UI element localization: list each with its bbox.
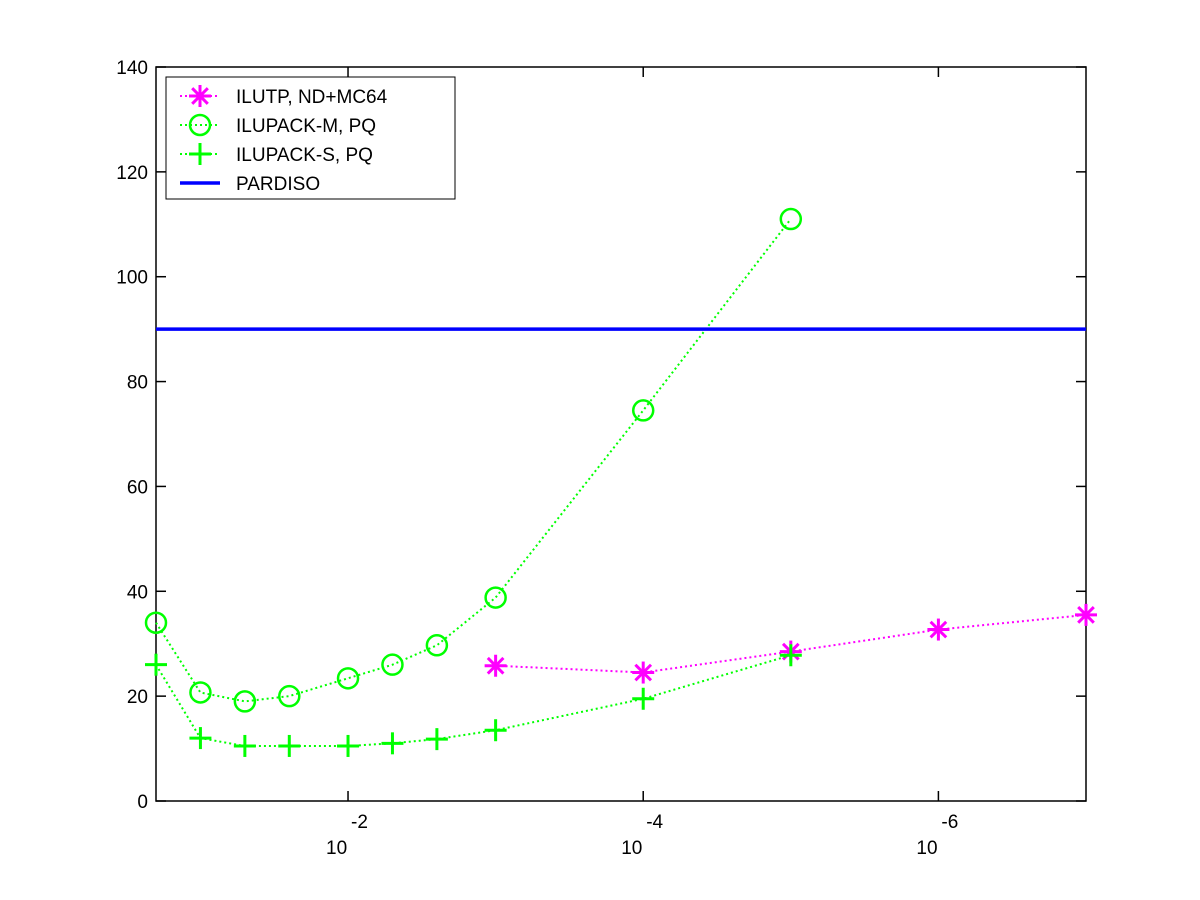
- data-point: [336, 667, 360, 690]
- data-point: [144, 611, 168, 634]
- data-point: [631, 399, 655, 422]
- legend-label: PARDISO: [236, 174, 320, 195]
- data-point: [278, 684, 301, 708]
- x-tick-exponent: -2: [351, 812, 368, 833]
- data-point: [779, 644, 802, 667]
- marker-stroke: [634, 663, 653, 682]
- y-tick-label: 40: [127, 582, 148, 603]
- legend-marker: [188, 113, 212, 137]
- legend-entry: ILUPACK-S, PQ: [180, 143, 373, 166]
- data-point: [233, 734, 256, 757]
- series-line: [155, 218, 792, 703]
- y-tick-label: 140: [116, 58, 148, 79]
- data-point: [278, 734, 301, 757]
- data-point: [779, 207, 803, 231]
- data-point: [927, 618, 950, 641]
- y-tick-label: 60: [127, 477, 148, 498]
- data-point: [484, 586, 507, 609]
- data-point: [484, 719, 507, 742]
- legend-label: ILUTP, ND+MC64: [236, 87, 388, 108]
- data-point: [233, 690, 257, 713]
- legend: ILUTP, ND+MC64 ILUPACK-M, PQ ILUPACK-S, PQ…: [165, 76, 456, 200]
- y-tick-label: 120: [116, 163, 148, 184]
- y-tick-label: 20: [127, 687, 148, 708]
- data-point: [1075, 603, 1097, 626]
- legend-label: ILUPACK-S, PQ: [236, 145, 373, 166]
- y-tick-label: 0: [137, 792, 148, 813]
- data-point: [381, 732, 404, 755]
- marker-stroke: [929, 620, 948, 639]
- marker-stroke: [191, 87, 209, 105]
- data-point: [632, 661, 655, 684]
- legend-label: ILUPACK-M, PQ: [236, 116, 376, 137]
- legend-marker: [189, 85, 211, 107]
- y-tick-label: 80: [127, 373, 148, 394]
- legend-box: [165, 76, 456, 200]
- series-layer: [144, 207, 1097, 757]
- legend-entry: ILUPACK-M, PQ: [180, 113, 376, 137]
- marker-stroke: [486, 656, 505, 675]
- legend-entry: PARDISO: [180, 174, 320, 195]
- data-point: [484, 654, 507, 677]
- data-point: [425, 728, 448, 751]
- series-2: [145, 644, 802, 757]
- data-point: [145, 653, 167, 676]
- x-tick-base: 10: [916, 838, 937, 859]
- series-1: [144, 207, 803, 713]
- data-point: [381, 653, 404, 676]
- x-tick-base: 10: [621, 838, 642, 859]
- legend-entry: ILUTP, ND+MC64: [180, 85, 388, 108]
- x-tick-exponent: -6: [941, 812, 958, 833]
- series-line: [155, 654, 792, 747]
- y-tick-label: 100: [116, 268, 148, 289]
- x-tick-exponent: -4: [646, 812, 663, 833]
- marker-stroke: [1077, 606, 1095, 624]
- data-point: [632, 687, 655, 710]
- data-point: [189, 681, 212, 704]
- data-point: [337, 734, 360, 757]
- x-tick-base: 10: [326, 838, 347, 859]
- data-point: [425, 634, 449, 657]
- legend-marker: [189, 143, 211, 165]
- data-point: [189, 727, 212, 750]
